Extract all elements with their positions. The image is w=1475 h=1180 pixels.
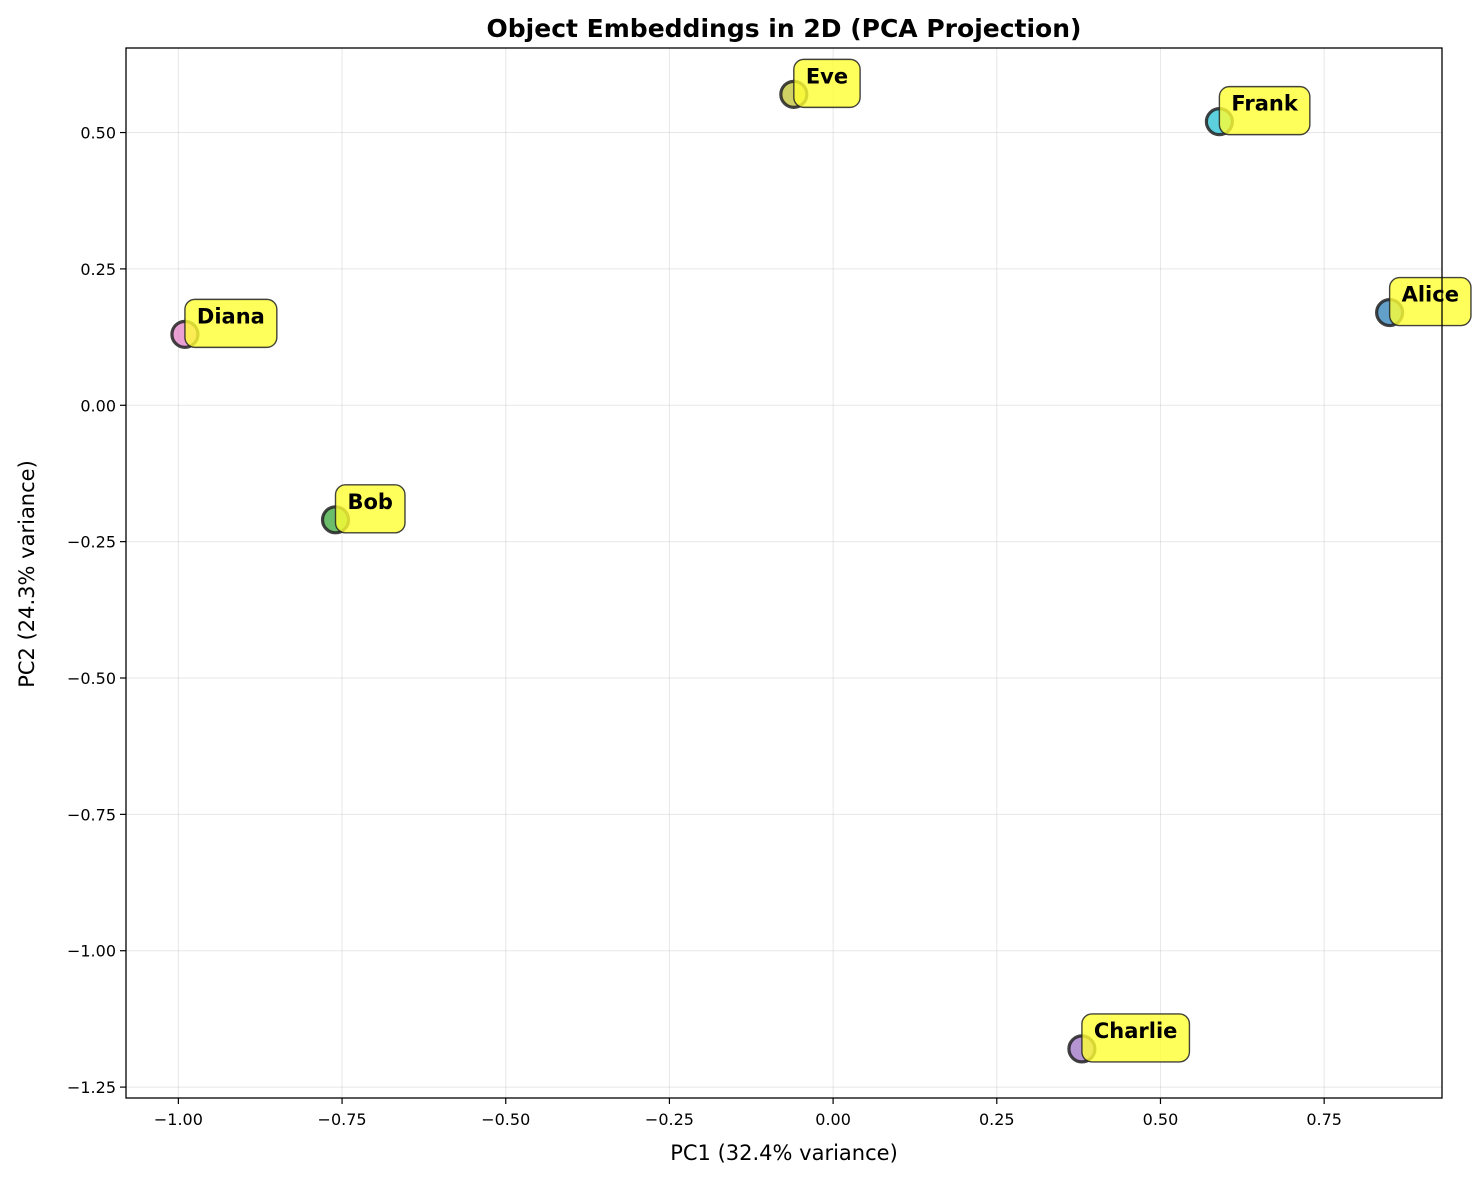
point-label: Alice: [1402, 283, 1459, 307]
data-point-bob: Bob: [320, 484, 406, 535]
data-point-charlie: Charlie: [1067, 1013, 1191, 1064]
x-tick-label: −0.50: [481, 1110, 530, 1129]
data-points: Alice Bob Charlie Diana Eve Frank: [170, 58, 1472, 1064]
point-label: Eve: [806, 64, 848, 88]
point-label: Frank: [1231, 92, 1298, 116]
point-label-box: [184, 298, 278, 349]
y-tick-label: 0.00: [80, 396, 116, 415]
point-label-box: [1081, 1013, 1191, 1063]
plot-area: [125, 47, 1443, 1099]
x-tick-label: 0.00: [815, 1110, 851, 1129]
point-label-box: [334, 484, 406, 534]
data-point-frank: Frank: [1204, 85, 1311, 137]
y-tick-label: −1.00: [67, 942, 116, 961]
x-tick-label: 0.25: [979, 1110, 1015, 1129]
point-label-box: [1218, 85, 1311, 136]
y-tick-label: 0.25: [80, 260, 116, 279]
chart-title: Object Embeddings in 2D (PCA Projection): [487, 14, 1082, 43]
data-point-diana: Diana: [170, 298, 278, 349]
x-tick-label: 0.50: [1143, 1110, 1179, 1129]
x-axis-label: PC1 (32.4% variance): [670, 1141, 898, 1165]
point-label: Diana: [197, 304, 265, 328]
point-label-box: [1388, 276, 1472, 327]
y-tick-label: −0.75: [67, 805, 116, 824]
axis-ticks: −1.00 −0.75 −0.50 −0.25 0.00 0.25 0.50 0.75 0.50…: [67, 124, 1342, 1129]
data-point-alice: Alice: [1375, 276, 1472, 328]
y-axis-label: PC2 (24.3% variance): [15, 460, 39, 688]
x-tick-label: 0.75: [1306, 1110, 1342, 1129]
y-tick-label: −0.25: [67, 533, 116, 552]
y-tick-label: −0.50: [67, 669, 116, 688]
point-label: Charlie: [1094, 1019, 1178, 1043]
x-tick-label: −0.25: [645, 1110, 694, 1129]
grid: [126, 48, 1442, 1098]
x-tick-label: −1.00: [154, 1110, 203, 1129]
x-tick-label: −0.75: [318, 1110, 367, 1129]
y-tick-label: 0.50: [80, 124, 116, 143]
y-tick-label: −1.25: [67, 1078, 116, 1097]
point-label: Bob: [348, 490, 393, 514]
data-point-eve: Eve: [779, 58, 861, 109]
point-label-box: [793, 58, 861, 109]
